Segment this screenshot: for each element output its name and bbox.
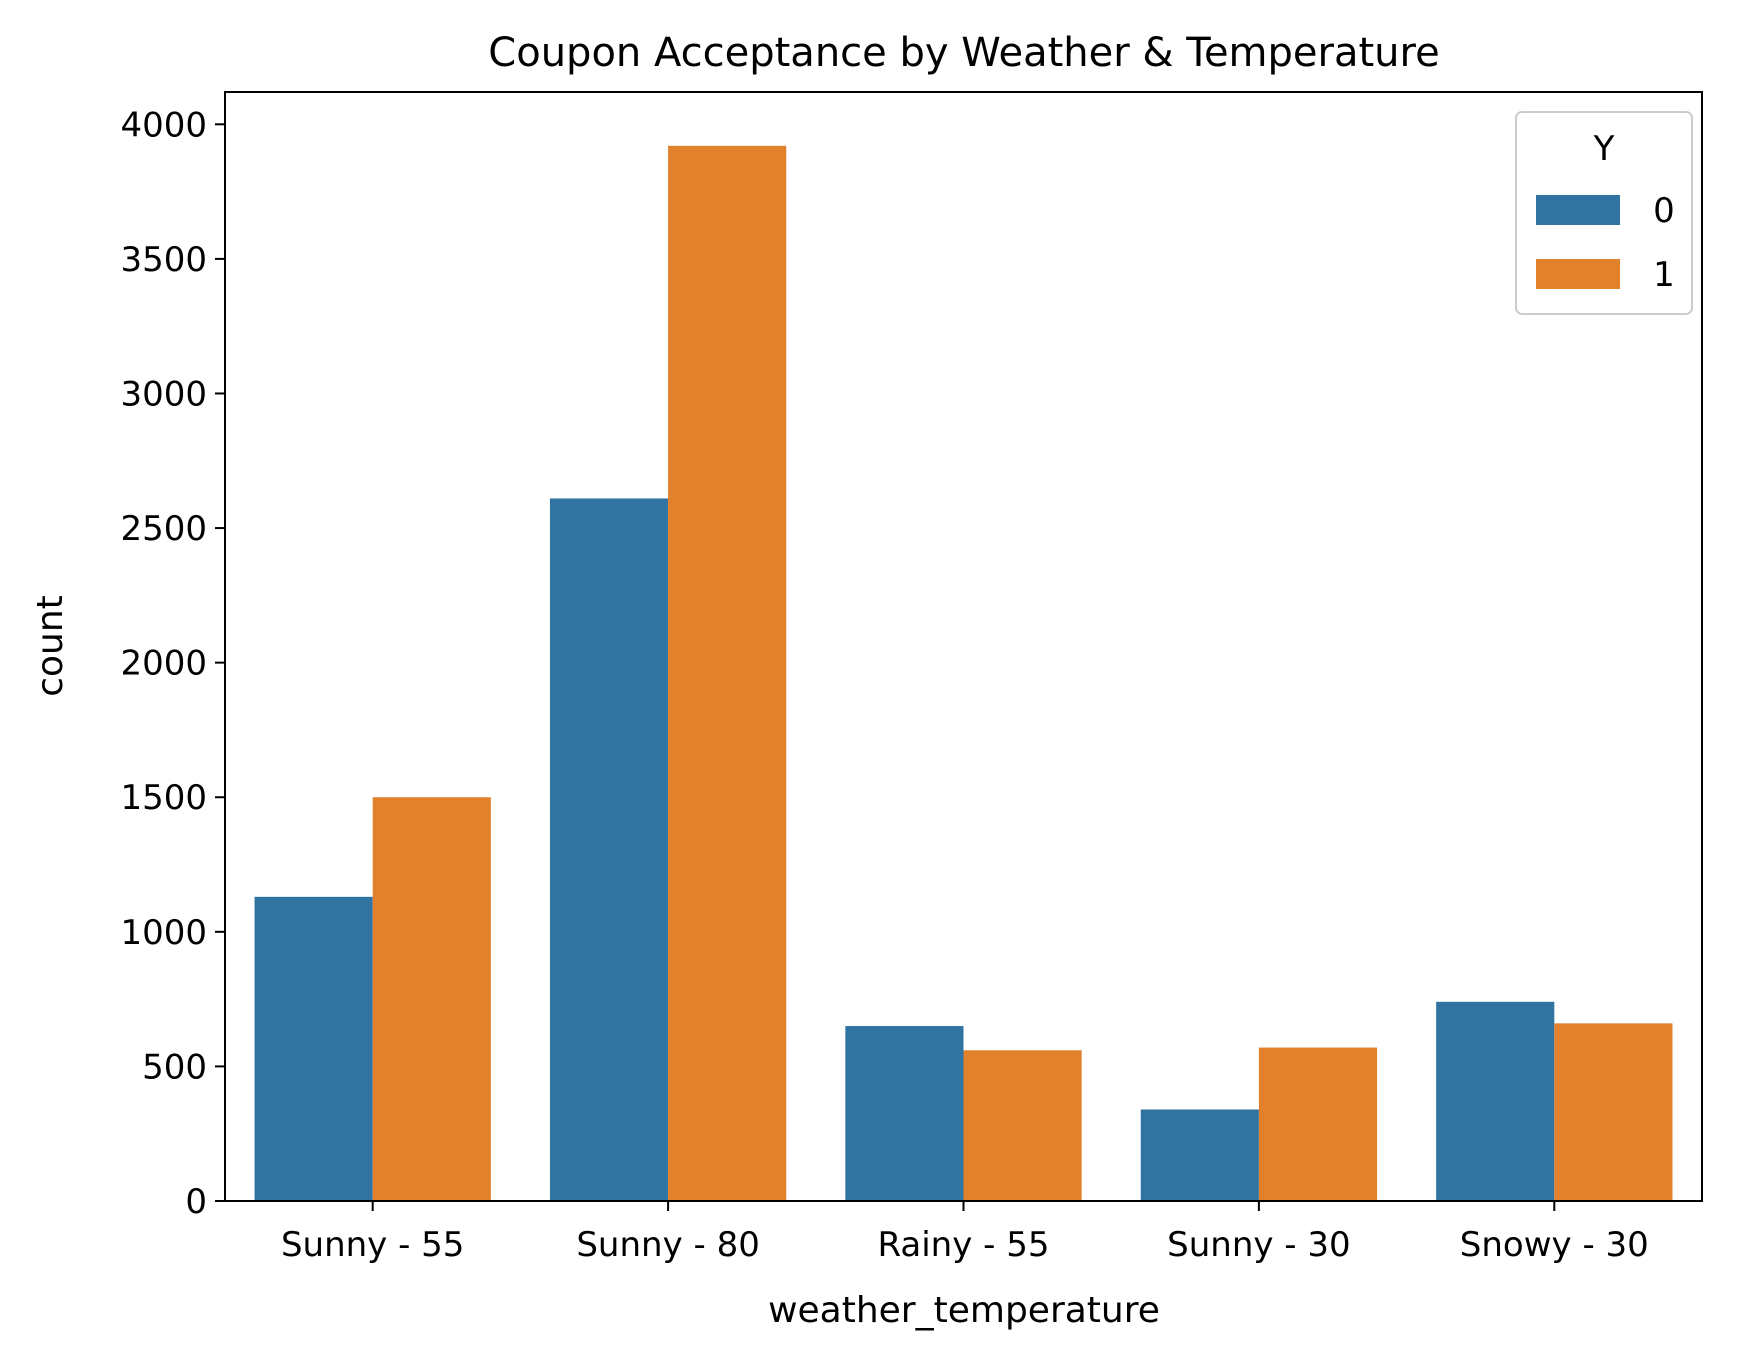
y-tick-label: 2500: [120, 509, 207, 549]
y-axis-label: count: [30, 595, 71, 697]
legend-label-1: 1: [1653, 255, 1675, 295]
x-tick-label: Rainy - 55: [878, 1225, 1050, 1265]
bar-series-1-sunny-30: [1258, 1047, 1378, 1201]
bar-series-1-rainy-55: [963, 1050, 1082, 1201]
bar-series-1-sunny-80: [668, 145, 787, 1201]
y-tick-label: 2000: [120, 644, 207, 684]
bar-series-0-sunny-55: [254, 896, 373, 1201]
plot-frame: [224, 91, 1703, 1202]
legend-title: Y: [1593, 129, 1615, 169]
bar-series-1-sunny-55: [372, 797, 491, 1201]
y-tick-label: 3000: [120, 374, 207, 414]
legend-swatch-1: [1536, 259, 1620, 289]
y-tick-label: 4000: [120, 105, 207, 145]
bar-series-0-sunny-30: [1140, 1109, 1259, 1201]
x-axis-ticks: Sunny - 55 Sunny - 80 Rainy - 55 Sunny - 30…: [281, 1201, 1649, 1265]
x-tick-label: Sunny - 30: [1167, 1225, 1351, 1265]
bar-series-1-snowy-30: [1554, 1023, 1673, 1201]
legend-label-0: 0: [1653, 191, 1675, 231]
legend-items: 01: [1536, 191, 1675, 295]
y-axis-ticks: 0 500 1000 1500 2000 2500 3000 3500 4000: [120, 105, 225, 1222]
bar-series-0-rainy-55: [845, 1026, 964, 1201]
x-tick-label: Snowy - 30: [1460, 1225, 1649, 1265]
y-tick-label: 500: [142, 1047, 207, 1087]
bar-series-0-sunny-80: [549, 498, 669, 1202]
y-tick-label: 1000: [120, 913, 207, 953]
x-tick-label: Sunny - 80: [576, 1225, 760, 1265]
x-axis-label: weather_temperature: [768, 1290, 1160, 1331]
legend: Y 01: [1515, 111, 1693, 315]
x-tick-label: Sunny - 55: [281, 1225, 465, 1265]
bars-group: [254, 145, 1673, 1202]
y-tick-label: 0: [185, 1182, 207, 1222]
bar-series-0-snowy-30: [1436, 1001, 1555, 1201]
y-tick-label: 3500: [120, 240, 207, 280]
y-tick-label: 1500: [120, 778, 207, 818]
chart-title: Coupon Acceptance by Weather & Temperatu…: [488, 30, 1439, 76]
legend-swatch-0: [1536, 195, 1620, 225]
